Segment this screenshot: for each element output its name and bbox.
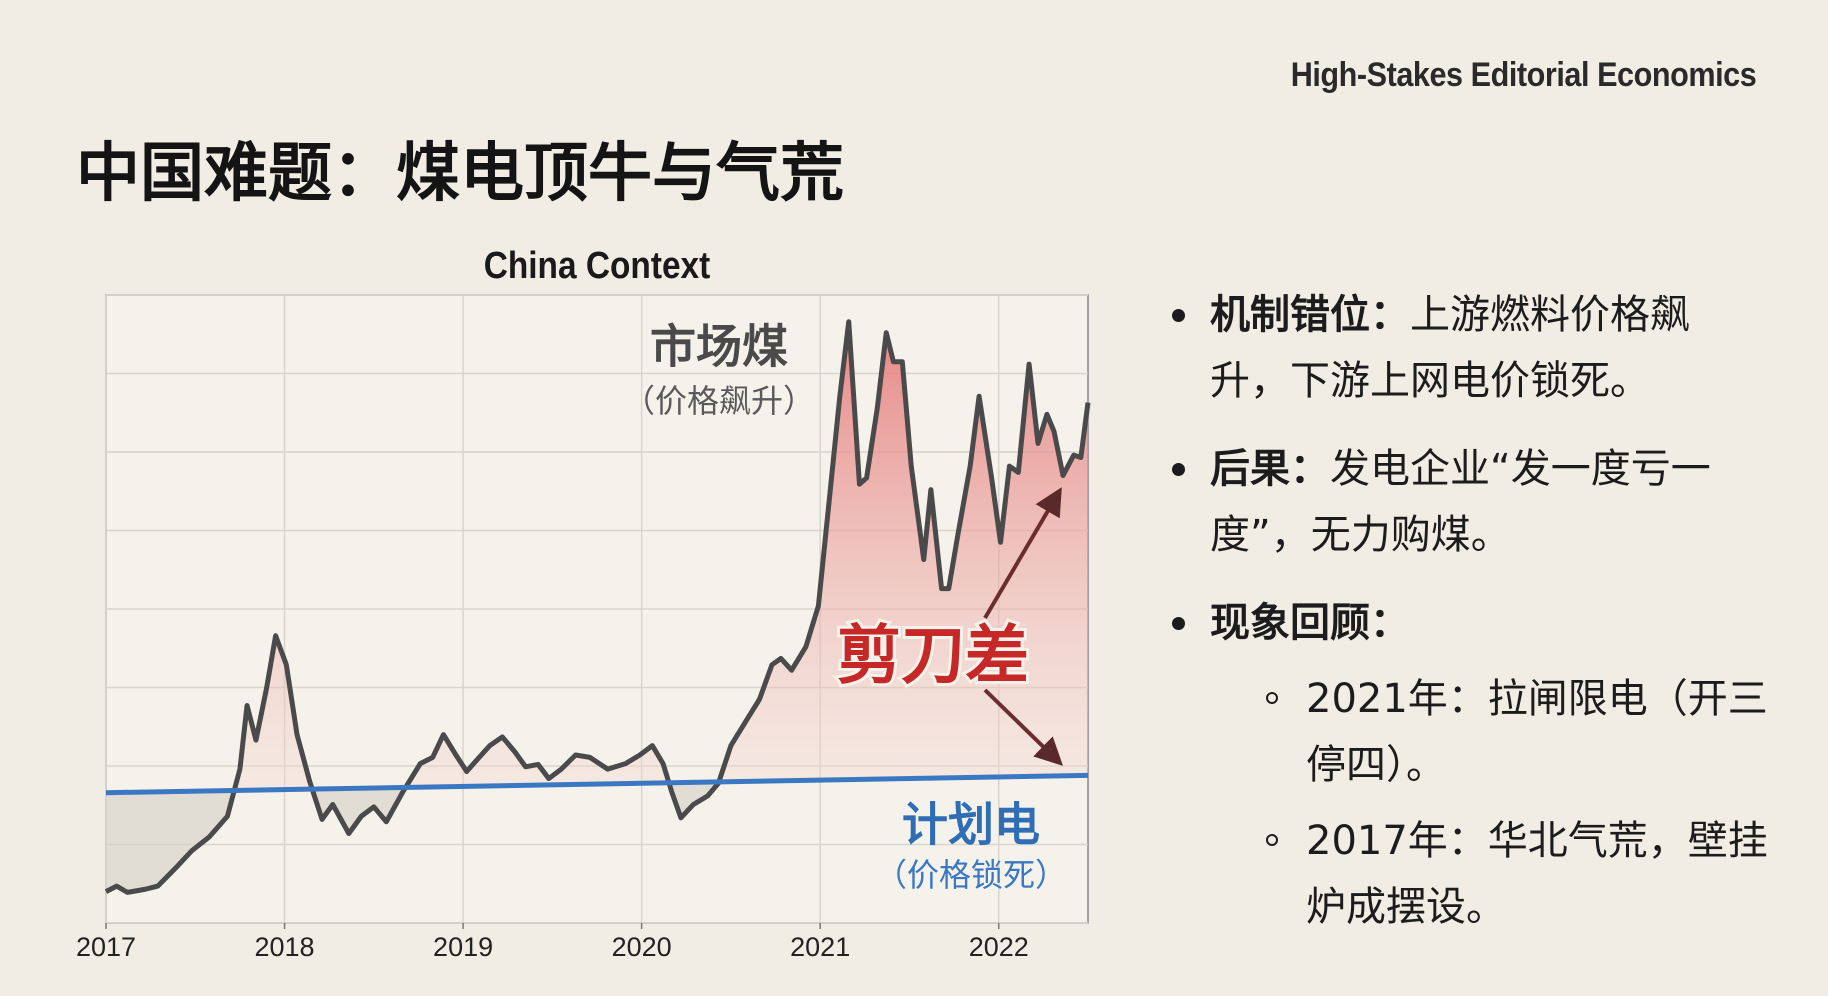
brand: High-Stakes Editorial Economics (1290, 56, 1756, 94)
bullet-label: 后果： (1210, 446, 1330, 492)
x-tick-label: 2019 (433, 932, 493, 962)
bullet-label: 机制错位： (1210, 292, 1410, 338)
slide-title: 中国难题：煤电顶牛与气荒 (76, 137, 844, 211)
bullet-text: 上游燃料价格飙升，下游上网电价锁死。 (1210, 292, 1690, 404)
x-tick-label: 2020 (612, 932, 672, 962)
annotation: 剪刀差 (837, 620, 1029, 694)
x-tick-label: 2021 (790, 932, 850, 962)
x-tick-label: 2022 (969, 932, 1029, 962)
bullet: 机制错位：上游燃料价格飙升，下游上网电价锁死。 (1168, 282, 1768, 414)
x-tick-label: 2018 (255, 932, 315, 962)
bullet-label: 现象回顾： (1210, 600, 1410, 646)
series-label: 市场煤 (650, 320, 788, 374)
series-label: 计划电 (902, 798, 1040, 852)
gap-area (106, 321, 1088, 793)
x-tick-label: 2017 (76, 932, 136, 962)
bullet: 现象回顾： 2021年：拉闸限电（开三停四）。 2017年：华北气荒，壁挂炉成摆… (1168, 590, 1768, 940)
annotation: （价格锁死） (875, 856, 1067, 894)
series-line (104, 319, 1091, 895)
series-line (105, 772, 1089, 796)
annotation: （价格飙升） (623, 382, 815, 420)
arrow (983, 487, 1062, 620)
chart-title: China Context (484, 244, 711, 286)
bullet-text: 发电企业“发一度亏一度”，无力购煤。 (1210, 446, 1711, 558)
bullet-list: 机制错位：上游燃料价格飙升，下游上网电价锁死。 后果：发电企业“发一度亏一度”，… (1168, 282, 1768, 962)
bullet: 后果：发电企业“发一度亏一度”，无力购煤。 (1168, 436, 1768, 568)
sub-bullet: 2017年：华北气荒，壁挂炉成摆设。 (1210, 808, 1768, 940)
arrow (983, 688, 1064, 766)
sub-bullet: 2021年：拉闸限电（开三停四）。 (1210, 666, 1768, 798)
